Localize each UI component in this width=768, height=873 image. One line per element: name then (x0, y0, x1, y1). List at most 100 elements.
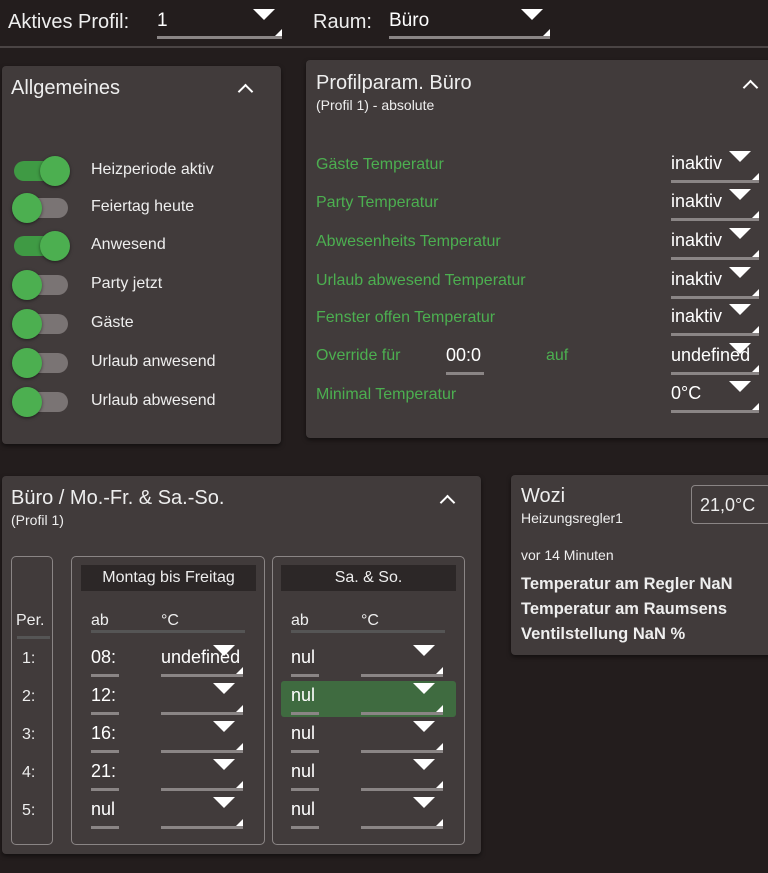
dropdown-arrow-icon[interactable] (213, 721, 235, 732)
period-column (11, 556, 53, 845)
toggle-label: Urlaub anwesend (91, 353, 216, 370)
dropdown-arrow-icon[interactable] (729, 304, 751, 315)
collapse-chevron-icon[interactable] (439, 494, 456, 511)
weekday-from-input[interactable]: nul (91, 799, 119, 829)
dropdown-arrow-icon[interactable] (729, 381, 751, 392)
weekend-box (272, 556, 465, 845)
weekday-box (71, 556, 265, 845)
corner-icon (436, 819, 443, 826)
collapse-chevron-icon[interactable] (742, 79, 759, 96)
corner-icon (752, 211, 759, 218)
toggle-switch[interactable] (12, 154, 70, 186)
override-on-label: auf (546, 347, 569, 364)
from-value: 12: (91, 685, 117, 705)
param-select[interactable]: inaktiv (671, 306, 759, 336)
weekend-from-input[interactable]: nul (291, 647, 319, 677)
weekday-header: Montag bis Freitag (81, 565, 256, 591)
corner-icon (436, 781, 443, 788)
weekend-from-input[interactable]: nul (291, 799, 319, 829)
weekend-from-input[interactable]: nul (291, 685, 319, 715)
param-value: inaktiv (671, 153, 723, 173)
weekend-temp-select[interactable] (361, 723, 443, 753)
dropdown-arrow-icon[interactable] (729, 343, 751, 354)
dropdown-arrow-icon[interactable] (253, 9, 275, 20)
col-temp: °C (161, 612, 179, 629)
weekend-from-input[interactable]: nul (291, 723, 319, 753)
param-select[interactable]: inaktiv (671, 153, 759, 183)
dropdown-arrow-icon[interactable] (729, 267, 751, 278)
thermostat-device: Heizungsregler1 (521, 510, 623, 526)
toggle-switch[interactable] (12, 191, 70, 223)
dropdown-arrow-icon[interactable] (213, 797, 235, 808)
from-value: nul (291, 761, 316, 781)
status-line: Temperatur am Regler NaN (521, 575, 733, 593)
toggle-switch[interactable] (12, 385, 70, 417)
weekend-from-input[interactable]: nul (291, 761, 319, 791)
weekday-from-input[interactable]: 08: (91, 647, 119, 677)
divider (17, 636, 50, 639)
param-select[interactable]: inaktiv (671, 269, 759, 299)
dropdown-arrow-icon[interactable] (413, 797, 435, 808)
weekday-from-input[interactable]: 16: (91, 723, 119, 753)
schedule-panel: Büro / Mo.-Fr. & Sa.-So. (Profil 1) (2, 476, 481, 854)
dropdown-arrow-icon[interactable] (729, 189, 751, 200)
dropdown-arrow-icon[interactable] (213, 645, 235, 656)
from-value: nul (291, 799, 316, 819)
room-label: Raum: (313, 11, 372, 33)
divider (291, 630, 445, 633)
from-value: nul (291, 723, 316, 743)
param-select[interactable]: inaktiv (671, 191, 759, 221)
period-number: 3: (22, 726, 36, 743)
corner-icon (275, 29, 282, 36)
toggle-knob (12, 309, 42, 339)
param-value: inaktiv (671, 306, 723, 326)
toggle-switch[interactable] (12, 268, 70, 300)
dropdown-arrow-icon[interactable] (413, 645, 435, 656)
param-value: inaktiv (671, 191, 723, 211)
corner-icon (436, 667, 443, 674)
top-bar: Aktives Profil: 1 Raum: Büro (0, 0, 768, 48)
dropdown-arrow-icon[interactable] (413, 683, 435, 694)
corner-icon (752, 173, 759, 180)
setpoint-button[interactable]: 21,0°C (691, 485, 768, 524)
weekday-temp-select[interactable] (161, 799, 243, 829)
corner-icon (236, 819, 243, 826)
weekday-temp-select[interactable] (161, 723, 243, 753)
weekday-temp-select[interactable] (161, 685, 243, 715)
panel-subtitle: (Profil 1) (11, 512, 64, 528)
dropdown-arrow-icon[interactable] (413, 721, 435, 732)
weekend-temp-select[interactable] (361, 647, 443, 677)
min-temp-value: 0°C (671, 383, 702, 403)
override-time-input[interactable]: 00:0 (446, 345, 484, 375)
weekday-from-input[interactable]: 12: (91, 685, 119, 715)
toggle-knob (40, 156, 70, 186)
weekend-temp-select[interactable] (361, 761, 443, 791)
dropdown-arrow-icon[interactable] (213, 759, 235, 770)
dropdown-arrow-icon[interactable] (213, 683, 235, 694)
weekend-temp-select[interactable] (361, 799, 443, 829)
room-value: Büro (389, 10, 430, 31)
toggle-label: Heizperiode aktiv (91, 161, 214, 178)
toggle-switch[interactable] (12, 307, 70, 339)
from-value: nul (291, 647, 316, 667)
weekday-temp-select[interactable] (161, 761, 243, 791)
param-value: inaktiv (671, 230, 723, 250)
weekday-from-input[interactable]: 21: (91, 761, 119, 791)
min-temp-select[interactable]: 0°C (671, 383, 759, 413)
room-select[interactable]: Büro (389, 10, 550, 39)
dropdown-arrow-icon[interactable] (413, 759, 435, 770)
toggle-switch[interactable] (12, 346, 70, 378)
dropdown-arrow-icon[interactable] (729, 151, 751, 162)
corner-icon (543, 29, 550, 36)
param-value: inaktiv (671, 269, 723, 289)
collapse-chevron-icon[interactable] (237, 83, 254, 100)
toggle-switch[interactable] (12, 229, 70, 261)
panel-subtitle: (Profil 1) - absolute (316, 97, 435, 113)
weekend-temp-select[interactable] (361, 685, 443, 715)
last-updated: vor 14 Minuten (521, 547, 614, 563)
param-select[interactable]: inaktiv (671, 230, 759, 260)
from-value: 21: (91, 761, 117, 781)
active-profile-select[interactable]: 1 (157, 10, 282, 39)
dropdown-arrow-icon[interactable] (521, 9, 543, 20)
dropdown-arrow-icon[interactable] (729, 228, 751, 239)
